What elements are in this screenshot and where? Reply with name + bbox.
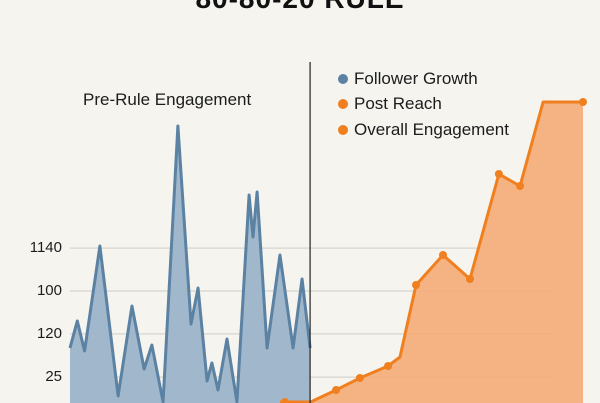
legend-dot-icon xyxy=(338,124,348,135)
legend-dot-icon xyxy=(338,73,348,84)
pre-rule-annotation: Pre-Rule Engagement xyxy=(83,90,252,109)
y-tick-label: 100 xyxy=(36,282,62,299)
legend-dot-icon xyxy=(338,99,348,110)
data-point xyxy=(281,398,290,403)
legend-item-post-reach: Post Reach xyxy=(338,92,509,118)
legend: Follower Growth Post Reach Overall Engag… xyxy=(338,66,509,143)
data-point xyxy=(355,374,364,382)
series-area-0 xyxy=(70,126,311,403)
legend-label: Overall Engagement xyxy=(354,119,509,139)
data-point xyxy=(494,170,503,178)
y-tick-label: 120 xyxy=(36,324,62,342)
data-point xyxy=(439,251,448,259)
data-point xyxy=(412,281,421,289)
series-area-1 xyxy=(279,102,583,403)
chart-title: 80-80-20 RULE xyxy=(0,0,600,15)
data-point xyxy=(516,182,525,190)
data-point xyxy=(384,362,393,370)
series-line-0 xyxy=(68,124,312,403)
data-point xyxy=(465,275,474,283)
legend-item-follower-growth: Follower Growth xyxy=(338,66,509,92)
legend-label: Post Reach xyxy=(354,94,442,114)
legend-item-overall-engagement: Overall Engagement xyxy=(338,117,509,143)
y-tick-label: 1140 xyxy=(29,239,62,257)
y-tick-label: 25 xyxy=(45,368,62,386)
data-point xyxy=(578,98,587,106)
legend-label: Follower Growth xyxy=(354,68,478,88)
series-line-1 xyxy=(279,100,583,403)
data-point xyxy=(332,386,341,394)
